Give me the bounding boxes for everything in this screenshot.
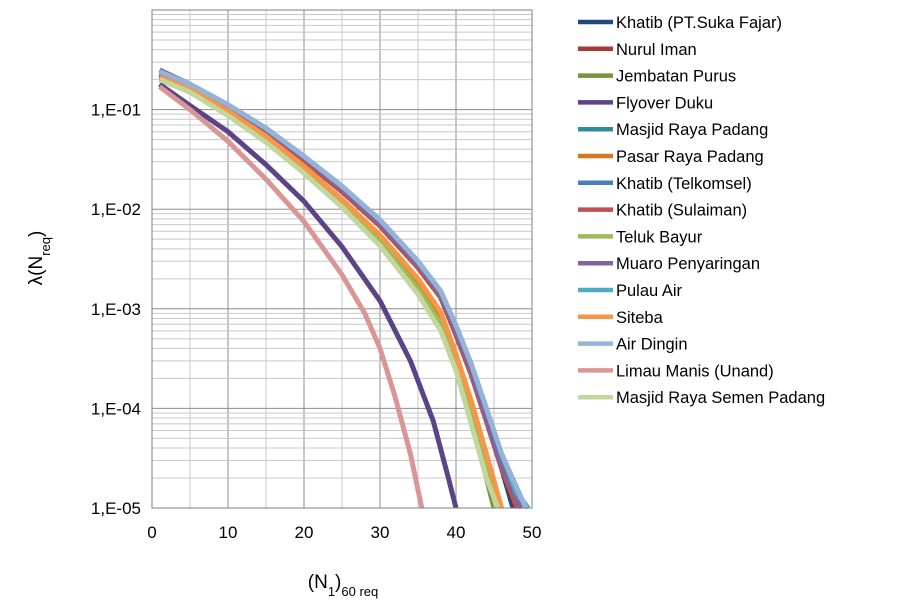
x-tick-label: 20 [295, 523, 314, 542]
legend-label: Muaro Penyaringan [616, 255, 760, 273]
x-tick-label: 0 [147, 523, 156, 542]
legend-label: Limau Manis (Unand) [616, 362, 774, 380]
y-tick-label: 1,E-02 [91, 200, 141, 219]
x-tick-label: 10 [219, 523, 238, 542]
series-line [158, 69, 531, 510]
legend-label: Khatib (Sulaiman) [616, 202, 747, 220]
legend-label: Masjid Raya Semen Padang [616, 389, 825, 407]
legend-label: Masjid Raya Padang [616, 121, 768, 139]
series-line [158, 73, 516, 509]
y-tick-label: 1,E-05 [91, 499, 141, 518]
series-line [158, 82, 459, 509]
x-tick-label: 50 [523, 523, 542, 542]
legend-label: Pasar Raya Padang [616, 148, 764, 166]
series-line [158, 77, 501, 509]
y-tick-label: 1,E-04 [91, 399, 141, 418]
y-tick-label: 1,E-03 [91, 300, 141, 319]
x-tick-label: 30 [371, 523, 390, 542]
series-line [158, 67, 524, 510]
series-line [158, 75, 501, 509]
legend-label: Air Dingin [616, 336, 688, 354]
y-axis-title: λ(Nreq) [26, 231, 53, 286]
series-line [158, 84, 425, 509]
legend-label: Teluk Bayur [616, 228, 703, 246]
x-tick-label: 40 [447, 523, 466, 542]
series-line [158, 77, 499, 509]
x-axis-title: (N1)60 req [308, 572, 379, 599]
legend-label: Siteba [616, 309, 664, 327]
series-line [158, 73, 522, 510]
plot-frame [151, 9, 533, 509]
series-lines [158, 67, 531, 510]
series-line [158, 71, 525, 510]
legend-label: Khatib (Telkomsel) [616, 175, 752, 193]
tick-labels: 0 10 20 30 40 50 1,E-05 1,E-04 1,E-03 1,E-02 1,E-0… [91, 101, 542, 542]
series-line [158, 75, 505, 509]
legend: Khatib (PT.Suka Fajar) Nurul Iman Jembatan… [578, 14, 825, 407]
legend-label: Flyover Duku [616, 94, 713, 112]
legend-label: Pulau Air [616, 282, 683, 300]
series-line [158, 69, 529, 510]
legend-label: Jembatan Purus [616, 68, 736, 86]
series-line [158, 73, 520, 509]
legend-label: Khatib (PT.Suka Fajar) [616, 14, 782, 32]
legend-label: Nurul Iman [616, 41, 697, 59]
y-tick-label: 1,E-01 [91, 101, 141, 120]
series-line [158, 73, 520, 509]
